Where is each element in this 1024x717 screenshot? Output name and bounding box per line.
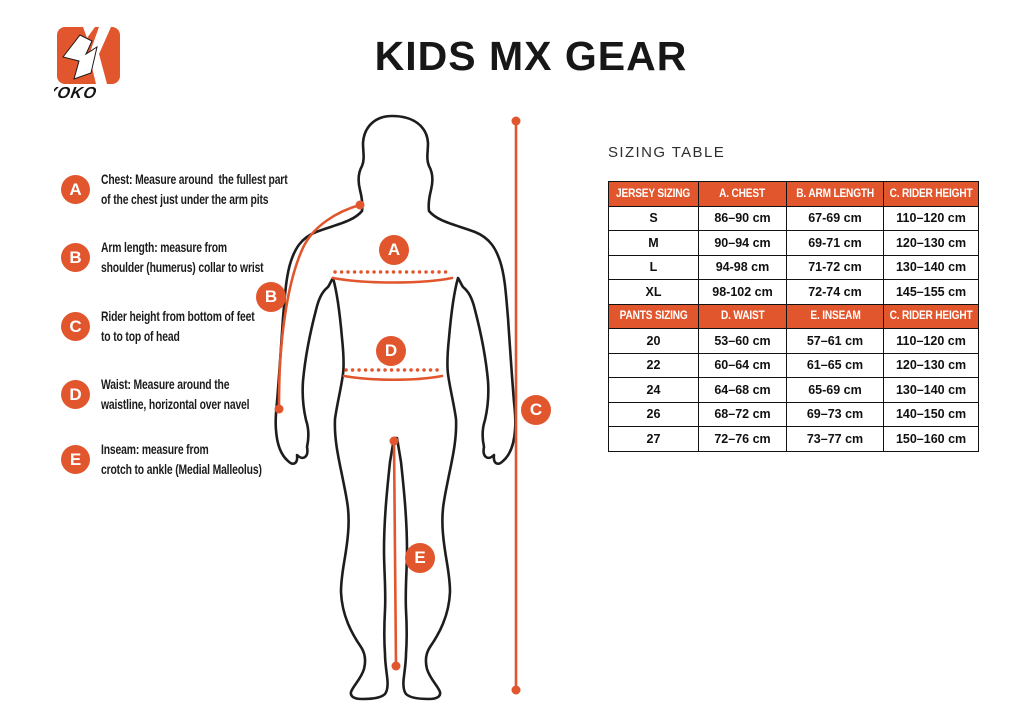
col-header: C. RIDER HEIGHT — [882, 303, 980, 329]
figure-marker-b: B — [256, 282, 286, 312]
col-header: A. CHEST — [698, 181, 787, 207]
pants-header-row: PANTS SIZING D. WAIST E. INSEAM C. RIDER… — [608, 303, 980, 329]
cell: XL — [608, 279, 699, 305]
legend-marker-b: B — [61, 243, 90, 272]
legend-text-inseam: Inseam: measure from crotch to ankle (Me… — [101, 440, 318, 479]
cell: 53–60 cm — [698, 328, 787, 354]
legend-text-chest: Chest: Measure around the fullest part o… — [101, 170, 353, 209]
cell: 61–65 cm — [786, 352, 884, 378]
cell: 90–94 cm — [698, 230, 787, 256]
height-measure-line — [511, 116, 521, 695]
cell: 120–130 cm — [882, 230, 980, 256]
cell: 57–61 cm — [786, 328, 884, 354]
col-header: JERSEY SIZING — [608, 181, 699, 207]
col-header: D. WAIST — [698, 303, 787, 329]
brand-logo: YOKO — [44, 24, 124, 102]
brand-logo-text: YOKO — [54, 84, 98, 102]
legend-line: Chest: Measure around the fullest part — [101, 171, 288, 187]
table-row: 22 60–64 cm 61–65 cm 120–130 cm — [608, 352, 980, 378]
legend-line: Inseam: measure from — [101, 441, 209, 457]
legend-line: to to top of head — [101, 327, 180, 344]
table-row: M 90–94 cm 69-71 cm 120–130 cm — [608, 230, 980, 256]
cell: 67-69 cm — [786, 205, 884, 231]
figure-marker-d: D — [376, 336, 406, 366]
cell: 24 — [608, 377, 699, 403]
legend-marker-d: D — [61, 380, 90, 409]
cell: 140–150 cm — [882, 401, 980, 427]
cell: 65-69 cm — [786, 377, 884, 403]
arm-measure-line — [274, 200, 365, 414]
legend-line: shoulder (humerus) collar to wrist — [101, 258, 264, 275]
legend-text-arm-length: Arm length: measure from shoulder (humer… — [101, 238, 321, 277]
legend-marker-c: C — [61, 312, 90, 341]
legend-item-chest: A Chest: Measure around the fullest part… — [61, 170, 353, 209]
table-row: 20 53–60 cm 57–61 cm 110–120 cm — [608, 328, 980, 354]
legend-marker-e: E — [61, 445, 90, 474]
cell: 27 — [608, 426, 699, 452]
legend-item-waist: D Waist: Measure around the waistline, h… — [61, 375, 302, 414]
table-row: 27 72–76 cm 73–77 cm 150–160 cm — [608, 426, 980, 452]
col-header: C. RIDER HEIGHT — [882, 181, 980, 207]
page-title: KIDS MX GEAR — [374, 33, 688, 79]
legend-line: waistline, horizontal over navel — [101, 395, 250, 412]
cell: 26 — [608, 401, 699, 427]
legend-line: Arm length: measure from — [101, 239, 227, 255]
sizing-table-title: SIZING TABLE — [608, 144, 726, 161]
legend-item-rider-height: C Rider height from bottom of feet to to… — [61, 307, 308, 346]
legend-line: Waist: Measure around the — [101, 376, 230, 392]
jersey-header-row: JERSEY SIZING A. CHEST B. ARM LENGTH C. … — [608, 181, 980, 207]
cell: 120–130 cm — [882, 352, 980, 378]
cell: 94-98 cm — [698, 254, 787, 280]
legend-line: crotch to ankle (Medial Malleolus) — [101, 460, 262, 477]
cell: 69-71 cm — [786, 230, 884, 256]
legend-text-rider-height: Rider height from bottom of feet to to t… — [101, 307, 308, 346]
waist-measure-line — [342, 368, 444, 382]
figure-marker-e: E — [405, 543, 435, 573]
col-header: E. INSEAM — [786, 303, 884, 329]
cell: 150–160 cm — [882, 426, 980, 452]
legend-line: of the chest just under the arm pits — [101, 190, 269, 207]
col-header: B. ARM LENGTH — [786, 181, 884, 207]
sizing-table: JERSEY SIZING A. CHEST B. ARM LENGTH C. … — [608, 181, 980, 452]
cell: 72–76 cm — [698, 426, 787, 452]
yoko-logo-icon: YOKO — [44, 27, 120, 102]
cell: 98-102 cm — [698, 279, 787, 305]
legend-item-arm-length: B Arm length: measure from shoulder (hum… — [61, 238, 321, 277]
figure-marker-c: C — [521, 395, 551, 425]
inseam-measure-line — [389, 436, 401, 671]
table-row: 26 68–72 cm 69–73 cm 140–150 cm — [608, 401, 980, 427]
legend-marker-a: A — [61, 175, 90, 204]
legend-line: Rider height from bottom of feet — [101, 308, 255, 324]
legend-text-waist: Waist: Measure around the waistline, hor… — [101, 375, 302, 414]
legend-item-inseam: E Inseam: measure from crotch to ankle (… — [61, 440, 318, 479]
chest-measure-line — [331, 270, 454, 284]
cell: 69–73 cm — [786, 401, 884, 427]
cell: 130–140 cm — [882, 254, 980, 280]
figure-marker-a: A — [379, 235, 409, 265]
cell: 73–77 cm — [786, 426, 884, 452]
